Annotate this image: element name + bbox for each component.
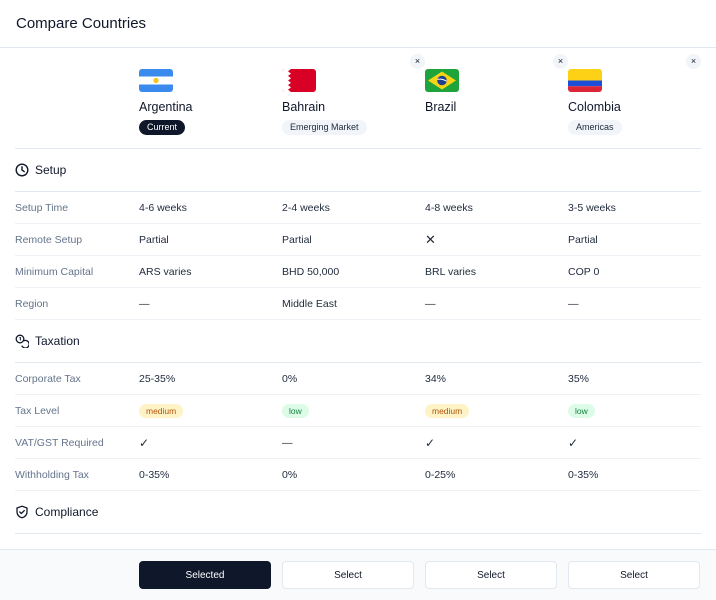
- section-title-text: Compliance: [35, 505, 99, 519]
- select-button-colombia[interactable]: Select: [568, 561, 700, 589]
- row-label: Region: [15, 297, 49, 310]
- country-name: Colombia: [568, 100, 621, 114]
- current-badge: Current: [139, 120, 186, 135]
- label-column-spacer: [15, 48, 139, 148]
- brazil-flag: [425, 69, 459, 92]
- cell-value: 4-8 weeks: [425, 201, 473, 214]
- select-button-brazil[interactable]: Select: [425, 561, 557, 589]
- tax-level-badge: medium: [139, 403, 184, 418]
- cell-value: —: [568, 297, 579, 310]
- section-compliance: Compliance: [15, 491, 701, 534]
- cell-value: 2-4 weeks: [282, 201, 330, 214]
- cell-value: Middle East: [282, 297, 337, 310]
- colombia-flag: [568, 69, 602, 92]
- check-icon: ✓: [139, 435, 150, 450]
- table-row: Minimum Capital ARS varies BHD 50,000 BR…: [15, 256, 701, 288]
- remove-country-button[interactable]: ×: [686, 54, 701, 69]
- partial-status: Partial: [139, 233, 169, 246]
- coins-icon: [15, 334, 29, 348]
- select-button-bahrain[interactable]: Select: [282, 561, 414, 589]
- cell-value: 4-6 weeks: [139, 201, 187, 214]
- cell-value: 35%: [568, 372, 590, 385]
- comparison-content: Argentina Current Bahrain Emerging Marke…: [0, 48, 716, 534]
- remove-country-button[interactable]: ×: [410, 54, 425, 69]
- cell-value: BRL varies: [425, 265, 476, 278]
- cell-value: COP 0: [568, 265, 600, 278]
- clock-icon: [15, 163, 29, 177]
- section-title-text: Taxation: [35, 334, 80, 348]
- partial-status: Partial: [282, 233, 312, 246]
- row-label: Withholding Tax: [15, 468, 89, 481]
- cell-value: 0%: [282, 372, 298, 385]
- cell-value: —: [139, 297, 150, 310]
- country-name: Bahrain: [282, 100, 326, 114]
- cell-value: 3-5 weeks: [568, 201, 616, 214]
- tax-level-badge: low: [568, 403, 595, 418]
- country-column-brazil: Brazil ×: [425, 48, 568, 148]
- country-column-colombia: Colombia Americas ×: [568, 48, 701, 148]
- table-row: Remote Setup Partial Partial ✕ Partial: [15, 224, 701, 256]
- country-header-row: Argentina Current Bahrain Emerging Marke…: [15, 48, 701, 149]
- footer-actions: Selected Select Select Select: [0, 549, 716, 600]
- tax-level-badge: low: [282, 403, 309, 418]
- dash-icon: —: [282, 436, 293, 449]
- cell-value: —: [425, 297, 436, 310]
- header: Compare Countries: [0, 0, 716, 48]
- remove-country-button[interactable]: ×: [553, 54, 568, 69]
- region-badge: Americas: [568, 120, 622, 135]
- table-row: Tax Level medium low medium low: [15, 395, 701, 427]
- region-badge: Emerging Market: [282, 120, 367, 135]
- country-column-argentina: Argentina Current: [139, 48, 282, 148]
- row-label: Corporate Tax: [15, 372, 81, 385]
- row-label: Minimum Capital: [15, 265, 94, 278]
- cell-value: 0-25%: [425, 468, 456, 481]
- cell-value: 0-35%: [568, 468, 599, 481]
- table-row: VAT/GST Required ✓ — ✓ ✓: [15, 427, 701, 459]
- section-setup: Setup: [15, 149, 701, 192]
- shield-check-icon: [15, 505, 29, 519]
- selected-button-argentina[interactable]: Selected: [139, 561, 271, 589]
- cell-value: 34%: [425, 372, 447, 385]
- section-title-text: Setup: [35, 163, 67, 177]
- table-row: Setup Time 4-6 weeks 2-4 weeks 4-8 weeks…: [15, 192, 701, 224]
- table-row: Withholding Tax 0-35% 0% 0-25% 0-35%: [15, 459, 701, 491]
- country-column-bahrain: Bahrain Emerging Market ×: [282, 48, 425, 148]
- row-label: VAT/GST Required: [15, 436, 104, 449]
- cell-value: 0%: [282, 468, 298, 481]
- cross-icon: ✕: [425, 231, 436, 247]
- cell-value: BHD 50,000: [282, 265, 340, 278]
- check-icon: ✓: [568, 435, 579, 450]
- table-row: Region — Middle East — —: [15, 288, 701, 320]
- row-label: Setup Time: [15, 201, 69, 214]
- bahrain-flag: [282, 69, 316, 92]
- row-label: Tax Level: [15, 404, 60, 417]
- section-taxation: Taxation: [15, 320, 701, 363]
- cell-value: 25-35%: [139, 372, 176, 385]
- partial-status: Partial: [568, 233, 598, 246]
- check-icon: ✓: [425, 435, 436, 450]
- cell-value: 0-35%: [139, 468, 170, 481]
- cell-value: ARS varies: [139, 265, 192, 278]
- argentina-flag: [139, 69, 173, 92]
- row-label: Remote Setup: [15, 233, 83, 246]
- table-row: Corporate Tax 25-35% 0% 34% 35%: [15, 363, 701, 395]
- country-name: Brazil: [425, 100, 457, 114]
- page-title: Compare Countries: [16, 15, 147, 32]
- country-name: Argentina: [139, 100, 193, 114]
- tax-level-badge: medium: [425, 403, 470, 418]
